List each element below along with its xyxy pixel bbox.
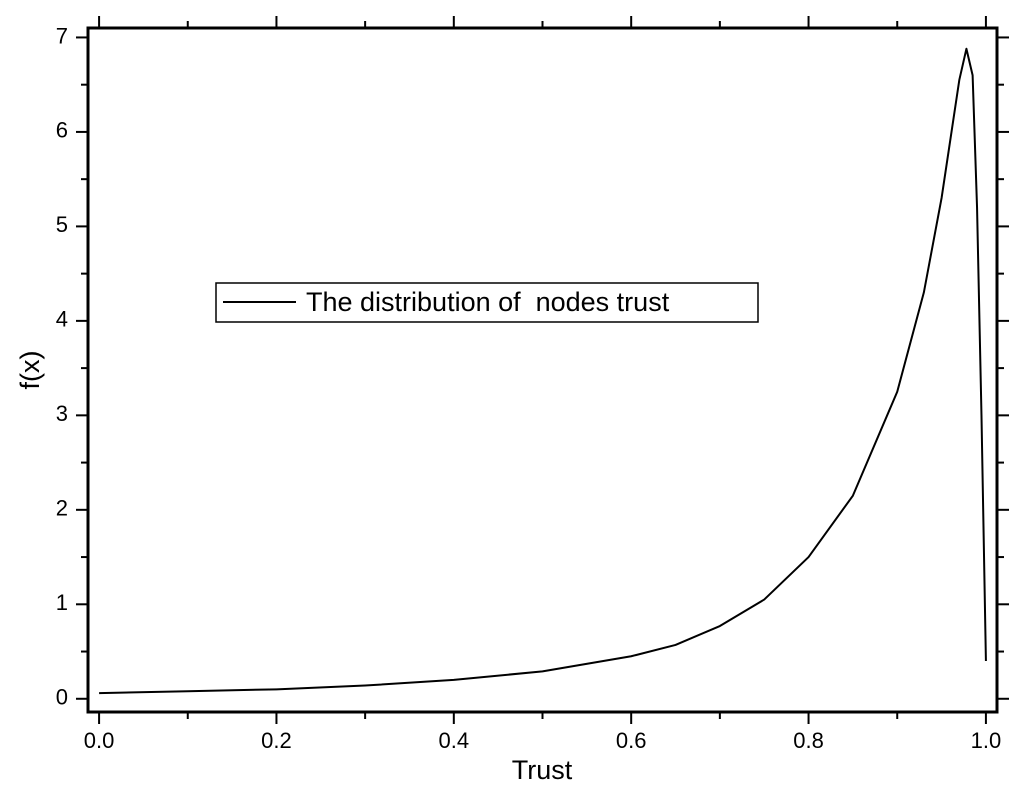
y-tick-label: 2 bbox=[56, 496, 68, 521]
y-tick-label: 5 bbox=[56, 212, 68, 237]
y-axis-title: f(x) bbox=[15, 351, 45, 390]
x-tick-label: 1.0 bbox=[971, 728, 1002, 753]
plot-frame bbox=[86, 26, 999, 714]
x-axis-title: Trust bbox=[512, 755, 573, 785]
legend-label: The distribution of nodes trust bbox=[306, 287, 670, 317]
y-tick-label: 1 bbox=[56, 590, 68, 615]
y-tick-label: 6 bbox=[56, 118, 68, 143]
x-tick-label: 0.4 bbox=[439, 728, 470, 753]
x-tick-label: 0.0 bbox=[84, 728, 115, 753]
line-series bbox=[99, 47, 987, 695]
y-tick-label: 3 bbox=[56, 401, 68, 426]
y-tick-label: 4 bbox=[56, 307, 68, 332]
x-tick-label: 0.6 bbox=[616, 728, 647, 753]
legend-box bbox=[215, 282, 759, 323]
y-tick-label: 0 bbox=[56, 685, 68, 710]
x-tick-label: 0.8 bbox=[793, 728, 824, 753]
y-tick-label: 7 bbox=[56, 23, 68, 48]
x-tick-label: 0.2 bbox=[261, 728, 292, 753]
